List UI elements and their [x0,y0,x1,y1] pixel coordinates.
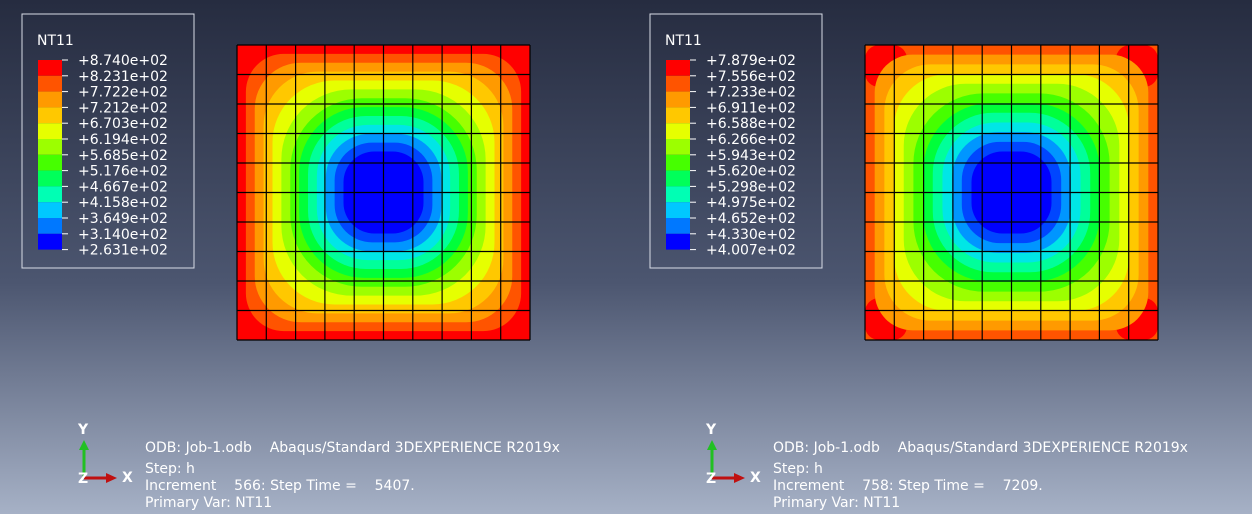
legend-swatch [38,218,62,234]
panel: NT11+8.740e+02+8.231e+02+7.722e+02+7.212… [21,13,560,511]
triad-x-head [734,473,745,483]
legend-swatch [666,186,690,203]
legend-swatch [666,123,690,139]
legend-swatch [38,123,62,139]
legend-label: +8.231e+02 [78,69,168,85]
legend-swatch [666,218,690,234]
info-line: ODB: Job-1.odb Abaqus/Standard 3DEXPERIE… [773,440,1188,456]
legend-label: +6.266e+02 [706,132,796,148]
legend-swatch [38,107,62,124]
legend-swatch [666,75,690,92]
info-line: Primary Var: NT11 [773,495,900,511]
legend-swatch [666,60,690,76]
legend-label: +4.667e+02 [78,179,168,195]
legend-swatch [38,75,62,92]
legend-swatch [666,107,690,124]
legend-swatch [666,233,690,250]
legend-swatch [666,154,690,171]
legend-label: +7.212e+02 [78,100,168,116]
legend-box [649,13,823,269]
triad-y-head [707,440,717,450]
legend-box [21,13,195,269]
info-line: Primary Var: NT11 [145,495,272,511]
info-line: Step: h [773,461,823,477]
legend-swatch [38,186,62,203]
legend-label: +5.685e+02 [78,148,168,164]
legend-swatch [666,202,690,218]
legend-label: +6.588e+02 [706,116,796,132]
legend-swatch [38,170,62,187]
legend-label: +6.194e+02 [78,132,168,148]
legend-title: NT11 [37,33,74,49]
legend-label: +4.158e+02 [78,195,168,211]
legend-label: +6.911e+02 [706,100,796,116]
info-line: Increment 566: Step Time = 5407. [145,478,415,494]
triad-x-label: X [750,470,761,486]
legend-label: +4.007e+02 [706,243,796,259]
legend-label: +5.620e+02 [706,164,796,180]
legend-swatch [38,154,62,171]
legend-swatch [666,91,690,108]
panel: NT11+7.879e+02+7.556e+02+7.233e+02+6.911… [649,13,1188,511]
legend-label: +5.176e+02 [78,164,168,180]
legend-label: +6.703e+02 [78,116,168,132]
legend-label: +3.649e+02 [78,211,168,227]
triad-y-label: Y [77,422,89,438]
legend-label: +4.330e+02 [706,227,796,243]
legend-label: +4.975e+02 [706,195,796,211]
legend-label: +7.879e+02 [706,53,796,69]
legend-swatch [38,202,62,218]
legend-label: +5.298e+02 [706,179,796,195]
legend-title: NT11 [665,33,702,49]
legend-label: +4.652e+02 [706,211,796,227]
triad-y-label: Y [705,422,717,438]
triad-x-head [106,473,117,483]
legend-label: +7.722e+02 [78,85,168,101]
info-line: Increment 758: Step Time = 7209. [773,478,1043,494]
triad-y-head [79,440,89,450]
legend-swatch [666,170,690,187]
info-line: Step: h [145,461,195,477]
legend-label: +2.631e+02 [78,243,168,259]
legend-label: +3.140e+02 [78,227,168,243]
legend-label: +5.943e+02 [706,148,796,164]
triad-z-label: Z [706,471,716,487]
info-line: ODB: Job-1.odb Abaqus/Standard 3DEXPERIE… [145,440,560,456]
triad-x-label: X [122,470,133,486]
legend-swatch [38,60,62,76]
legend-label: +7.556e+02 [706,69,796,85]
legend-label: +7.233e+02 [706,85,796,101]
legend-label: +8.740e+02 [78,53,168,69]
legend-swatch [38,139,62,155]
legend-swatch [38,91,62,108]
triad-z-label: Z [78,471,88,487]
legend-swatch [666,139,690,155]
legend-swatch [38,233,62,250]
